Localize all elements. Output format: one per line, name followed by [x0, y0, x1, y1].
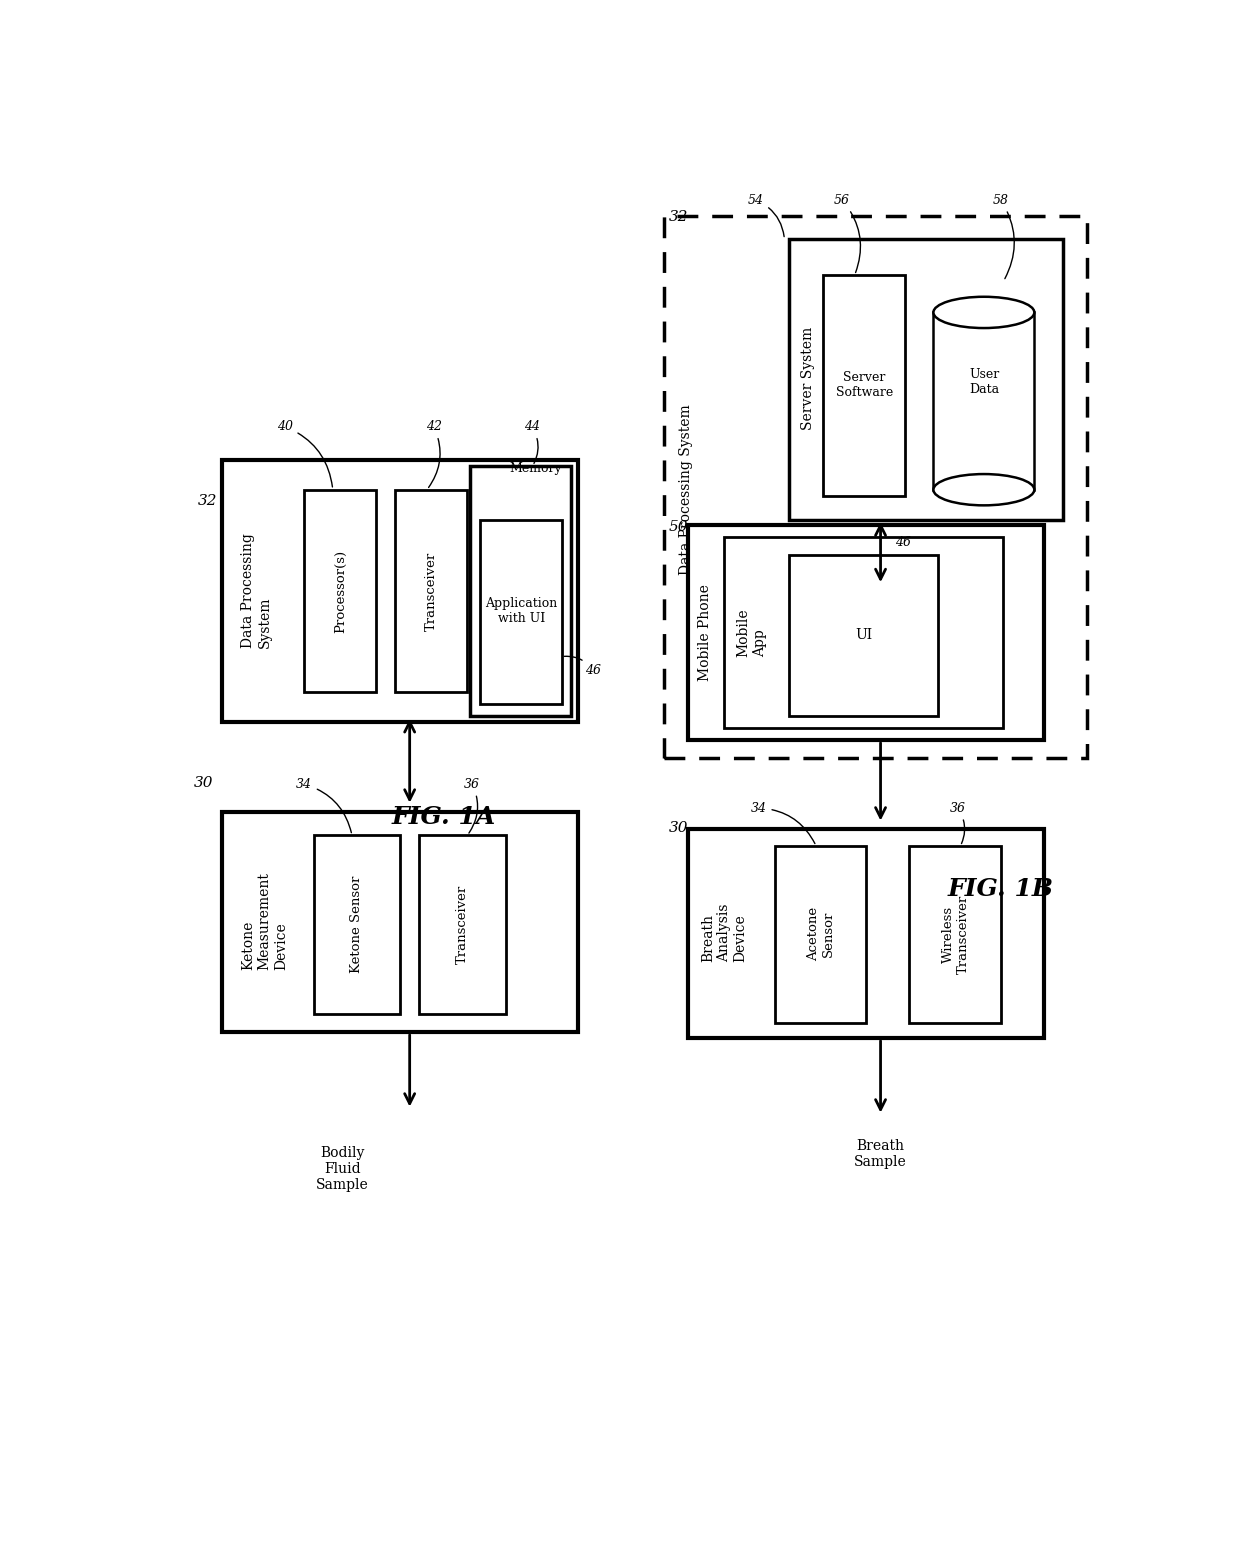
Bar	[304, 489, 376, 692]
Text: 44: 44	[523, 420, 539, 463]
Text: 56: 56	[835, 194, 861, 272]
Text: 32: 32	[670, 211, 688, 224]
Text: Processor(s): Processor(s)	[334, 550, 347, 633]
Text: Acetone
Sensor: Acetone Sensor	[807, 907, 835, 961]
Bar	[789, 556, 939, 717]
Text: FIG. 1B: FIG. 1B	[947, 878, 1054, 901]
Text: 30: 30	[670, 822, 688, 836]
Bar	[823, 276, 904, 495]
Bar	[665, 215, 1087, 759]
Text: 34: 34	[296, 777, 351, 833]
Text: Breath
Analysis
Device: Breath Analysis Device	[701, 904, 748, 963]
Text: 46: 46	[564, 656, 601, 678]
Ellipse shape	[934, 297, 1034, 328]
Text: Server System: Server System	[801, 327, 815, 430]
Text: 54: 54	[748, 194, 784, 237]
Text: Breath
Sample: Breath Sample	[854, 1138, 906, 1169]
Text: FIG. 1A: FIG. 1A	[391, 805, 496, 830]
Text: 30: 30	[193, 776, 213, 789]
Bar	[470, 466, 572, 717]
Bar	[934, 313, 1034, 489]
Bar	[480, 520, 562, 704]
Bar	[222, 811, 578, 1033]
Text: Transceiver: Transceiver	[425, 551, 438, 630]
Bar	[909, 847, 1001, 1023]
Text: Mobile Phone: Mobile Phone	[698, 584, 712, 681]
Text: 34: 34	[750, 802, 815, 844]
Text: Memory: Memory	[508, 463, 562, 475]
Text: Ketone
Measurement
Device: Ketone Measurement Device	[242, 872, 288, 971]
Text: UI: UI	[856, 628, 873, 642]
Text: Bodily
Fluid
Sample: Bodily Fluid Sample	[316, 1146, 368, 1192]
Text: Mobile
App: Mobile App	[737, 608, 766, 656]
Text: 32: 32	[198, 494, 218, 508]
Bar	[419, 836, 506, 1014]
Bar	[396, 489, 467, 692]
Text: Wireless
Transceiver: Wireless Transceiver	[941, 895, 970, 974]
Bar	[314, 836, 401, 1014]
Text: User
Data: User Data	[970, 368, 999, 396]
Bar	[222, 460, 578, 721]
Bar	[775, 847, 866, 1023]
Text: Ketone Sensor: Ketone Sensor	[351, 876, 363, 974]
Bar	[688, 830, 1044, 1039]
Ellipse shape	[934, 474, 1034, 505]
Text: Server
Software: Server Software	[836, 372, 893, 399]
Bar	[789, 240, 1063, 520]
Text: 42: 42	[425, 420, 441, 488]
Bar	[688, 525, 1044, 740]
Bar	[724, 537, 1003, 728]
Text: Data Processing System: Data Processing System	[678, 404, 693, 576]
Text: Data Processing
System: Data Processing System	[242, 534, 272, 649]
Text: Transceiver: Transceiver	[456, 885, 469, 964]
Text: 46: 46	[895, 536, 911, 550]
Text: 40: 40	[277, 420, 332, 488]
Text: 36: 36	[464, 777, 480, 833]
Text: 58: 58	[993, 194, 1014, 279]
Text: 50: 50	[670, 520, 688, 534]
Text: 36: 36	[950, 802, 966, 844]
Text: Application
with UI: Application with UI	[485, 598, 557, 625]
